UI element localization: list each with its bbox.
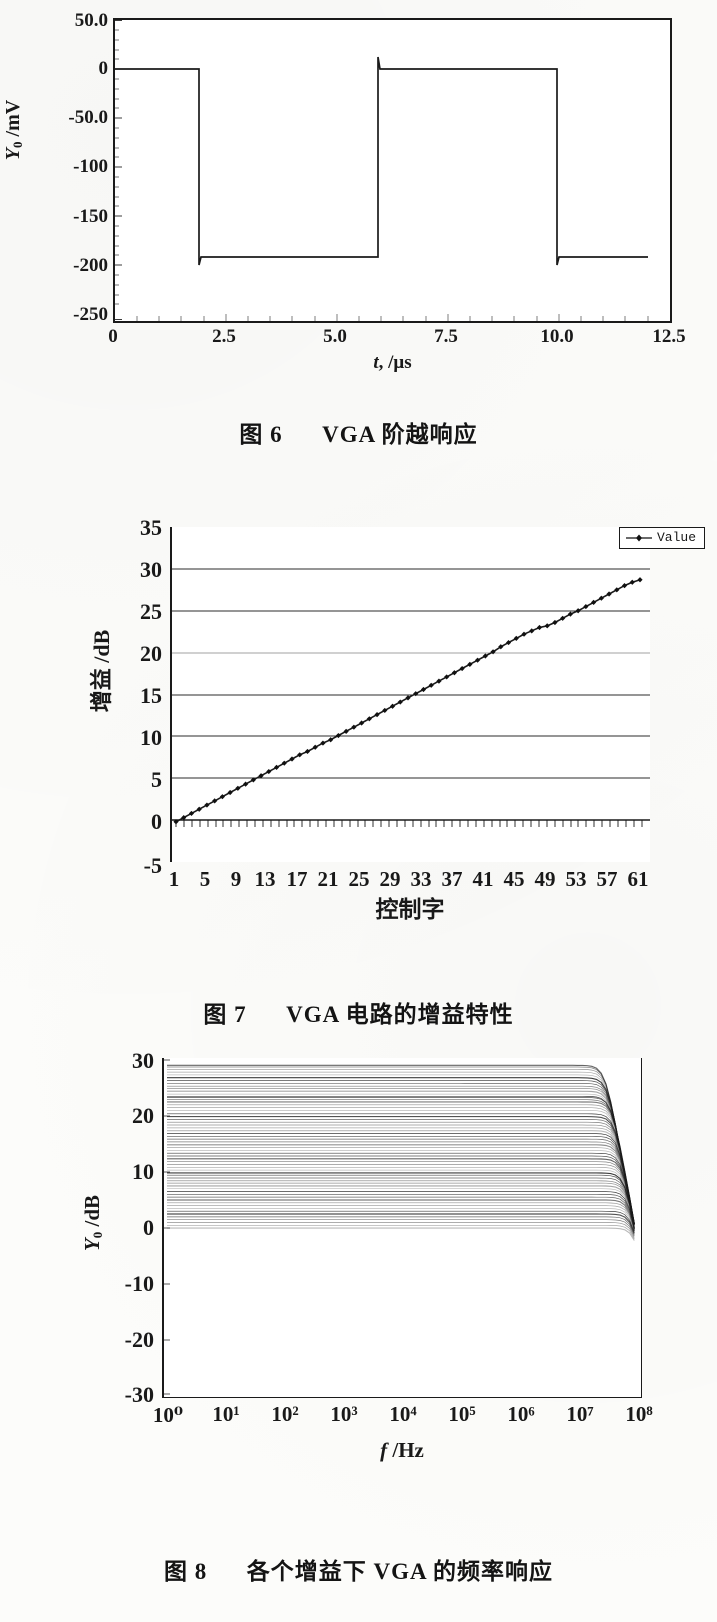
fig8-xtick-1e8: 10⁸: [625, 1402, 653, 1426]
fig7-xtick-53: 53: [565, 867, 587, 891]
figure-7-caption-text: VGA 电路的增益特性: [286, 1002, 514, 1027]
fig8-xtick-1e6: 10⁶: [507, 1402, 535, 1426]
fig6-ytick--200: -200: [73, 255, 108, 276]
fig6-ytick--50: -50.0: [68, 107, 108, 128]
figure-8-caption: 图 8 各个增益下 VGA 的频率响应: [0, 1552, 717, 1586]
fig6-xtick-12.5: 12.5: [652, 326, 686, 347]
fig7-xtick-37: 37: [441, 867, 463, 891]
fig6-trace: [115, 56, 648, 266]
fig8-ytick-0: 0: [143, 1215, 154, 1240]
fig8-xtick-1e0: 10⁰: [152, 1403, 184, 1427]
fig6-ytick-50: 50.0: [74, 10, 108, 31]
figure-7-caption: 图 7 VGA 电路的增益特性: [0, 995, 717, 1029]
fig8-xtick-1e5: 10⁵: [448, 1402, 476, 1426]
figure-6-caption-text: VGA 阶越响应: [322, 422, 478, 447]
fig8-ytick--20: -20: [124, 1327, 154, 1352]
fig7-xtick-29: 29: [379, 867, 401, 891]
fig7-ytick-25: 25: [140, 599, 162, 624]
fig7-xtick-33: 33: [410, 867, 432, 891]
fig6-ytick--100: -100: [73, 156, 108, 177]
fig7-xtick-49: 49: [534, 867, 556, 891]
fig8-ytick-30: 30: [132, 1048, 154, 1073]
fig7-xtick-41: 41: [472, 867, 494, 891]
fig7-ytick-5: 5: [151, 767, 162, 792]
figure-7-gain-characteristic: 增益 /dB 35 30 25 20 15 10 5 0 -5: [0, 505, 717, 922]
fig8-xtick-1e4: 10⁴: [389, 1402, 417, 1426]
fig7-gain-svg: [172, 568, 650, 827]
fig6-waveform-svg: [115, 20, 649, 321]
fig7-ytick-0: 0: [151, 809, 162, 834]
fig8-ytick--10: -10: [124, 1271, 154, 1296]
fig8-x-axis-label: f /Hz: [380, 1438, 424, 1462]
fig7-x-axis-label: 控制字: [375, 897, 445, 922]
fig8-ytick-20: 20: [132, 1103, 154, 1128]
fig6-x-axis-label: t, /μs: [373, 352, 412, 373]
fig7-ytick-30: 30: [140, 557, 162, 582]
fig7-xtick-21: 21: [317, 867, 339, 891]
fig8-xtick-1e7: 10⁷: [566, 1402, 594, 1426]
fig7-legend[interactable]: Value: [618, 527, 705, 549]
figure-8-frequency-response: Y0 /dB 30 20 10 0 -10 -20 -30: [0, 1040, 717, 1510]
fig6-xtick-10.0: 10.0: [540, 326, 574, 347]
fig6-xtick-7.5: 7.5: [434, 326, 458, 347]
fig6-xtick-5.0: 5.0: [323, 326, 347, 347]
fig7-xtick-17: 17: [286, 867, 308, 891]
fig7-ytick--5: -5: [143, 853, 162, 878]
fig8-bode-svg: [164, 1059, 635, 1395]
fig7-plot-area: [170, 527, 650, 862]
fig7-ytick-20: 20: [140, 641, 162, 666]
figure-6-step-response: Y0 /mV 50.0 0 -50.0 -100 -150 -200 -250: [0, 0, 717, 380]
fig7-ytick-10: 10: [140, 725, 162, 750]
figure-7-caption-number: 图 7: [203, 1002, 247, 1027]
fig6-xtick-0: 0: [108, 326, 118, 347]
fig7-xtick-13: 13: [254, 867, 276, 891]
fig7-xtick-1: 1: [168, 867, 180, 891]
fig8-xtick-1e2: 10²: [271, 1402, 299, 1426]
figure-8-caption-number: 图 8: [163, 1559, 208, 1584]
fig8-response-curves: [167, 1064, 635, 1241]
fig7-xtick-25: 25: [348, 867, 370, 891]
fig7-xtick-5: 5: [199, 867, 211, 891]
fig7-ytick-35: 35: [140, 515, 162, 540]
figure-6-caption: 图 6 VGA 阶越响应: [0, 415, 717, 449]
fig6-ytick--150: -150: [73, 206, 108, 227]
fig8-plot-area: [162, 1058, 642, 1398]
fig6-ytick--250: -250: [73, 304, 108, 325]
fig7-value-markers: [173, 577, 643, 825]
figure-8-caption-text: 各个增益下 VGA 的频率响应: [246, 1559, 554, 1584]
fig7-xtick-61: 61: [627, 867, 649, 891]
fig7-legend-marker-icon: [625, 534, 652, 541]
fig8-ytick--30: -30: [124, 1382, 154, 1407]
fig7-xtick-45: 45: [503, 867, 525, 891]
fig7-ytick-15: 15: [140, 683, 162, 708]
fig7-legend-label: Value: [656, 530, 696, 545]
fig6-xtick-2.5: 2.5: [212, 326, 236, 347]
fig8-xtick-1e3: 10³: [330, 1402, 358, 1426]
fig6-plot-area: [113, 18, 672, 323]
fig8-xtick-1e1: 10¹: [212, 1402, 240, 1426]
fig8-ytick-10: 10: [132, 1159, 154, 1184]
fig6-ytick-0: 0: [98, 58, 109, 79]
fig7-xtick-9: 9: [230, 867, 242, 891]
figure-6-caption-number: 图 6: [239, 422, 283, 447]
fig7-xtick-57: 57: [596, 867, 618, 891]
